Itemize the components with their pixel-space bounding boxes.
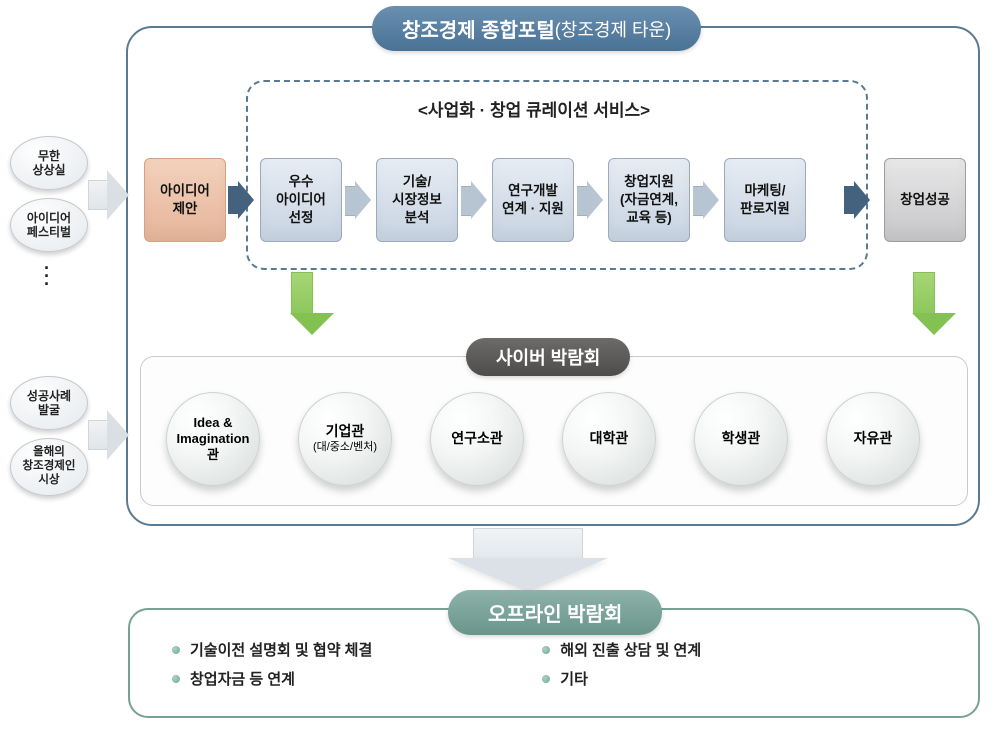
sphere-main: 기업관 bbox=[326, 423, 365, 439]
stage-label: 연구개발연계 · 지원 bbox=[502, 182, 564, 218]
sphere-label: 자유관 bbox=[854, 430, 893, 448]
portal-subtitle: (창조경제 타운) bbox=[555, 16, 671, 42]
sphere-sub: (대/중소/벤처) bbox=[313, 441, 377, 455]
step-arrow-icon bbox=[844, 186, 866, 214]
expo-sphere: 학생관 bbox=[694, 392, 788, 486]
vertical-ellipsis-icon: ··· bbox=[44, 264, 48, 288]
side-input-ellipse: 아이디어페스티벌 bbox=[10, 198, 88, 252]
side-input-label: 올해의창조경제인시상 bbox=[23, 446, 76, 487]
bullet-column-left: 기술이전 설명회 및 협약 체결 창업자금 등 연계 bbox=[172, 636, 372, 695]
cyber-expo-title: 사이버 박람회 bbox=[496, 344, 600, 370]
sphere-label: 학생관 bbox=[722, 430, 761, 448]
step-arrow-icon bbox=[577, 186, 599, 214]
stage-label: 마케팅/판로지원 bbox=[740, 182, 790, 218]
expo-sphere: 기업관 (대/중소/벤처) bbox=[298, 392, 392, 486]
portal-title: 창조경제 종합포털 bbox=[402, 14, 555, 43]
expo-sphere: Idea &Imagination관 bbox=[166, 392, 260, 486]
expo-sphere: 대학관 bbox=[562, 392, 656, 486]
stage-box-result: 창업성공 bbox=[884, 158, 966, 242]
sphere-label: Idea &Imagination관 bbox=[177, 415, 250, 464]
portal-header: 창조경제 종합포털 (창조경제 타운) bbox=[372, 6, 701, 51]
side-input-ellipse: 올해의창조경제인시상 bbox=[10, 438, 88, 496]
stage-box: 기술/시장정보분석 bbox=[376, 158, 458, 242]
cyber-expo-header: 사이버 박람회 bbox=[466, 338, 630, 376]
flow-arrow-down-green-icon bbox=[290, 272, 314, 335]
offline-expo-header: 오프라인 박람회 bbox=[448, 590, 662, 635]
step-arrow-icon bbox=[345, 186, 367, 214]
curation-title: <사업화 · 창업 큐레이션 서비스> bbox=[418, 96, 650, 121]
stage-label: 우수아이디어선정 bbox=[276, 173, 326, 228]
bullet-item: 기술이전 설명회 및 협약 체결 bbox=[172, 636, 372, 665]
stage-label: 창업성공 bbox=[900, 191, 950, 209]
side-input-ellipse: 성공사례발굴 bbox=[10, 376, 88, 430]
expo-sphere: 연구소관 bbox=[430, 392, 524, 486]
flow-arrow-down-large-icon bbox=[448, 528, 608, 592]
bullet-column-right: 해외 진출 상담 및 연계 기타 bbox=[542, 636, 701, 695]
expo-sphere: 자유관 bbox=[826, 392, 920, 486]
offline-bullets: 기술이전 설명회 및 협약 체결 창업자금 등 연계 해외 진출 상담 및 연계… bbox=[172, 636, 701, 695]
side-input-label: 아이디어페스티벌 bbox=[27, 211, 71, 240]
flow-arrow-down-green-icon bbox=[912, 272, 936, 335]
side-input-ellipse: 무한상상실 bbox=[10, 136, 88, 190]
stage-label: 기술/시장정보분석 bbox=[392, 173, 442, 228]
sphere-label: 연구소관 bbox=[451, 430, 503, 448]
step-arrow-icon bbox=[461, 186, 483, 214]
bullet-item: 창업자금 등 연계 bbox=[172, 665, 372, 694]
stage-label: 창업지원(자금연계,교육 등) bbox=[620, 173, 678, 228]
stage-box: 창업지원(자금연계,교육 등) bbox=[608, 158, 690, 242]
step-arrow-icon bbox=[228, 186, 250, 214]
offline-expo-title: 오프라인 박람회 bbox=[488, 598, 622, 627]
stage-label: 아이디어제안 bbox=[160, 182, 210, 218]
sphere-label: 기업관 (대/중소/벤처) bbox=[313, 423, 377, 454]
bullet-item: 해외 진출 상담 및 연계 bbox=[542, 636, 701, 665]
stage-box-lead: 아이디어제안 bbox=[144, 158, 226, 242]
side-input-label: 성공사례발굴 bbox=[27, 389, 71, 418]
stage-box: 마케팅/판로지원 bbox=[724, 158, 806, 242]
stage-box: 연구개발연계 · 지원 bbox=[492, 158, 574, 242]
stage-box: 우수아이디어선정 bbox=[260, 158, 342, 242]
sphere-label: 대학관 bbox=[590, 430, 629, 448]
bullet-item: 기타 bbox=[542, 665, 701, 694]
step-arrow-icon bbox=[693, 186, 715, 214]
side-input-label: 무한상상실 bbox=[32, 149, 65, 178]
